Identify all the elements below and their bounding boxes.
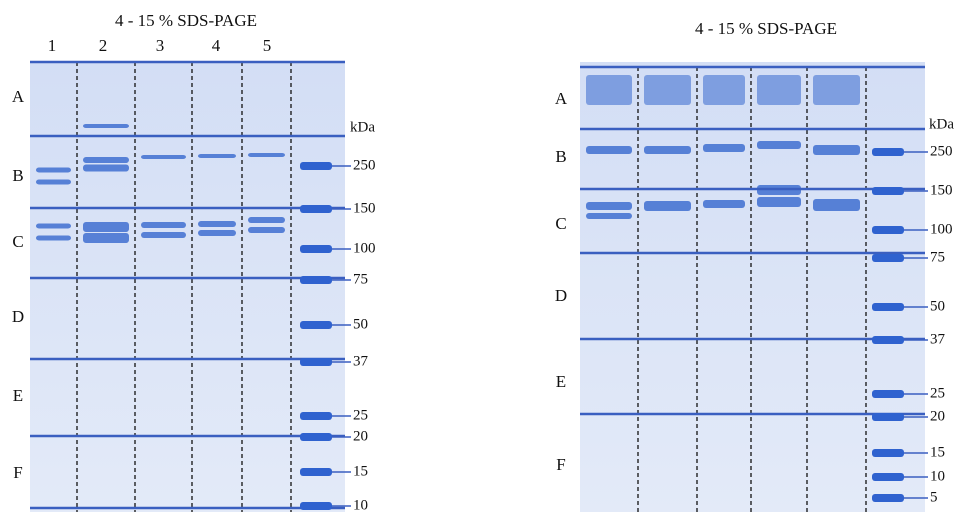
unit-label: kDa (929, 116, 954, 132)
protein-band (198, 221, 236, 227)
ladder-band (872, 473, 904, 481)
marker-label: 25 (353, 407, 368, 423)
marker-label: 100 (930, 221, 953, 237)
ladder-band (300, 433, 332, 441)
protein-band (141, 232, 186, 238)
protein-band (586, 75, 632, 105)
protein-band (83, 157, 129, 163)
protein-band (586, 202, 632, 210)
region-label: A (12, 87, 25, 106)
lane-label: 1 (48, 36, 57, 55)
region-label: F (556, 455, 565, 474)
protein-band (813, 75, 860, 105)
protein-band (248, 227, 285, 233)
lane-label: 2 (99, 36, 108, 55)
marker-label: 37 (930, 331, 946, 347)
marker-label: 75 (930, 249, 945, 265)
ladder-band (872, 254, 904, 262)
protein-band (83, 124, 129, 128)
region-label: E (13, 386, 23, 405)
protein-band (757, 75, 801, 105)
marker-label: 10 (930, 468, 945, 484)
protein-band (586, 146, 632, 154)
protein-band (586, 213, 632, 219)
protein-band (248, 153, 285, 157)
region-label: E (556, 372, 566, 391)
protein-band (813, 145, 860, 155)
region-label: D (12, 307, 24, 326)
protein-band (83, 165, 129, 172)
ladder-band (300, 321, 332, 329)
ladder-band (300, 412, 332, 420)
region-label: C (12, 232, 23, 251)
region-label: D (555, 286, 567, 305)
unit-label: kDa (350, 119, 375, 135)
marker-label: 100 (353, 240, 376, 256)
ladder-band (300, 276, 332, 284)
protein-band (198, 154, 236, 158)
marker-label: 5 (930, 489, 938, 505)
marker-label: 250 (353, 157, 376, 173)
ladder-band (872, 303, 904, 311)
marker-label: 50 (353, 316, 368, 332)
marker-label: 75 (353, 271, 368, 287)
ladder-band (300, 162, 332, 170)
ladder-band (872, 413, 904, 421)
protein-band (703, 75, 745, 105)
marker-label: 150 (930, 182, 953, 198)
region-label: A (555, 89, 568, 108)
ladder-band (872, 336, 904, 344)
marker-label: 15 (930, 444, 945, 460)
region-label: C (555, 214, 566, 233)
protein-band (83, 233, 129, 243)
protein-band (644, 75, 691, 105)
protein-band (36, 168, 71, 173)
protein-band (813, 199, 860, 211)
ladder-band (300, 468, 332, 476)
ladder-band (300, 358, 332, 366)
protein-band (36, 236, 71, 241)
region-label: F (13, 463, 22, 482)
lane-label: 3 (156, 36, 165, 55)
protein-band (703, 144, 745, 152)
protein-band (36, 224, 71, 229)
marker-label: 37 (353, 353, 369, 369)
panel-title: 4 - 15 % SDS-PAGE (115, 11, 257, 30)
ladder-band (300, 205, 332, 213)
ladder-band (300, 245, 332, 253)
ladder-band (872, 494, 904, 502)
region-label: B (12, 166, 23, 185)
protein-band (248, 217, 285, 223)
marker-label: 15 (353, 463, 368, 479)
lane-label: 4 (212, 36, 221, 55)
protein-band (757, 197, 801, 207)
protein-band (644, 201, 691, 211)
protein-band (36, 180, 71, 185)
marker-label: 25 (930, 385, 945, 401)
panel-title: 4 - 15 % SDS-PAGE (695, 19, 837, 38)
protein-band (703, 200, 745, 208)
protein-band (83, 222, 129, 232)
ladder-band (872, 390, 904, 398)
ladder-band (872, 148, 904, 156)
protein-band (757, 141, 801, 149)
protein-band (141, 155, 186, 159)
marker-label: 150 (353, 200, 376, 216)
lane-label: 5 (263, 36, 272, 55)
region-label: B (555, 147, 566, 166)
marker-label: 50 (930, 298, 945, 314)
protein-band (644, 146, 691, 154)
protein-band (141, 222, 186, 228)
figure: 4 - 15 % SDS-PAGE 4 - 15 % SDS-PAGE kDa … (0, 0, 964, 512)
marker-label: 250 (930, 143, 953, 159)
ladder-band (300, 502, 332, 510)
ladder-band (872, 226, 904, 234)
ladder-band (872, 449, 904, 457)
ladder-band (872, 187, 904, 195)
protein-band (198, 230, 236, 236)
marker-label: 10 (353, 497, 368, 512)
marker-label: 20 (930, 408, 945, 424)
marker-label: 20 (353, 428, 368, 444)
